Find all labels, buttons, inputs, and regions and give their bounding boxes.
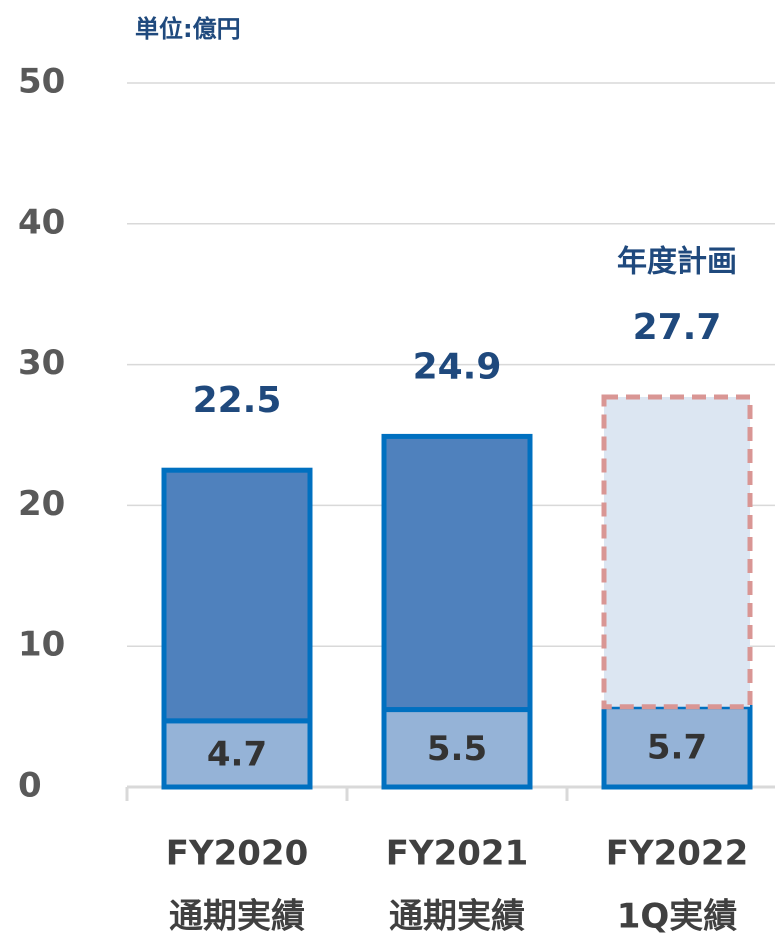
total-label: 27.7 [633, 307, 722, 348]
value-label: 5.7 [647, 727, 707, 767]
x-tick-label: FY2022 [606, 834, 748, 874]
x-tick-label: FY2021 [386, 834, 528, 874]
x-tick-label: FY2020 [166, 834, 308, 874]
y-tick-label: 20 [18, 484, 65, 524]
bar-segment [381, 433, 533, 713]
y-tick-label: 0 [18, 766, 42, 806]
bar-segment [601, 394, 753, 710]
y-tick-label: 30 [18, 343, 65, 383]
bar-segment [161, 467, 313, 724]
bar-segment [381, 707, 533, 790]
value-label: 5.5 [427, 729, 487, 769]
total-label: 22.5 [193, 380, 282, 421]
annotation: 年度計画 [617, 244, 737, 279]
x-tick-sublabel: 通期実績 [389, 897, 525, 937]
x-tick-sublabel: 1Q実績 [617, 897, 738, 937]
y-tick-label: 50 [18, 62, 65, 102]
value-label: 4.7 [207, 734, 267, 774]
unit-label: 単位:億円 [135, 15, 241, 43]
x-tick-sublabel: 通期実績 [169, 897, 305, 937]
total-label: 24.9 [413, 346, 502, 387]
y-tick-label: 40 [18, 202, 65, 242]
y-tick-label: 10 [18, 625, 65, 665]
